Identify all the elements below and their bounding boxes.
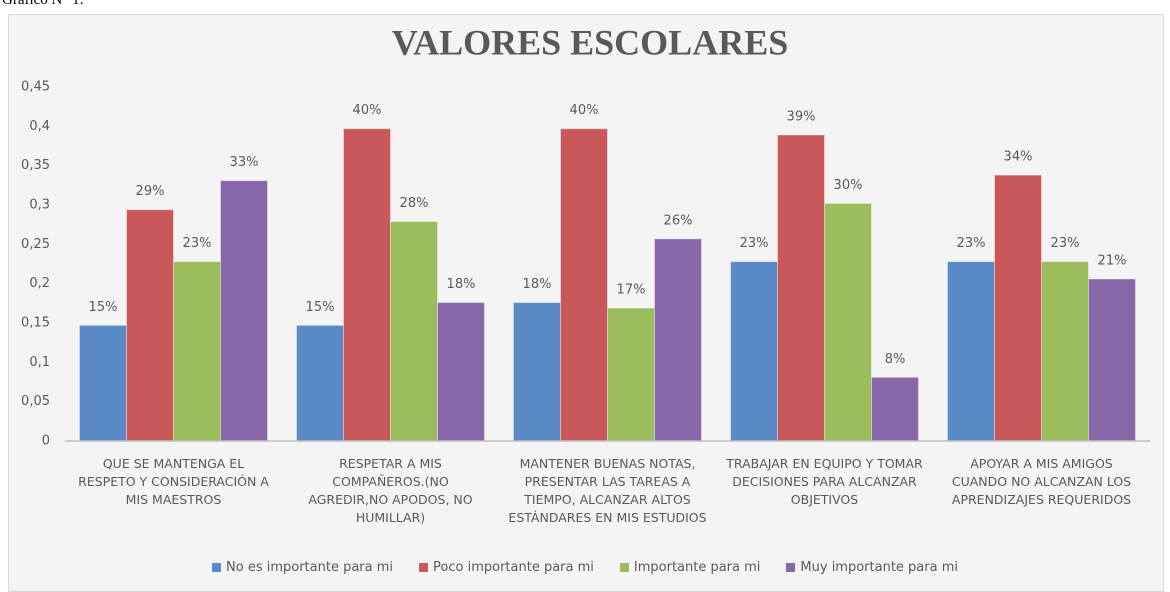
bar	[1041, 261, 1089, 442]
y-tick-label: 0	[42, 434, 50, 449]
value-label: 15%	[89, 300, 118, 315]
legend-item: Poco importante para mi	[419, 560, 594, 575]
legend-swatch	[786, 563, 796, 572]
value-label: 40%	[570, 103, 599, 118]
value-label: 23%	[957, 236, 986, 251]
y-tick-label: 0,4	[29, 119, 50, 134]
bar	[79, 324, 127, 442]
legend: No es importante para mi Poco importante …	[0, 560, 1170, 575]
value-label: 18%	[447, 277, 476, 292]
value-label: 29%	[136, 184, 165, 199]
caption: Gráfico N° 1:	[2, 0, 84, 8]
value-label: 21%	[1098, 253, 1127, 268]
legend-label: No es importante para mi	[226, 560, 394, 575]
value-label: 23%	[183, 236, 212, 251]
value-label: 28%	[400, 196, 429, 211]
legend-swatch	[212, 563, 222, 572]
x-tick-label: RESPETAR A MIS COMPAÑEROS.(NO AGREDIR,NO…	[308, 456, 473, 525]
bar	[513, 302, 561, 442]
legend-item: Muy importante para mi	[786, 560, 958, 575]
bar	[560, 128, 608, 442]
bar	[607, 307, 655, 442]
y-tick-label: 0,1	[29, 355, 50, 370]
bar	[1088, 278, 1136, 442]
bar	[871, 376, 919, 442]
value-label: 34%	[1004, 150, 1033, 165]
bar	[220, 180, 268, 442]
bar	[777, 134, 825, 442]
bar	[994, 174, 1042, 442]
value-label: 40%	[353, 103, 382, 118]
bar	[296, 324, 344, 442]
value-label: 23%	[740, 236, 769, 251]
value-label: 18%	[523, 277, 552, 292]
legend-swatch	[619, 563, 629, 572]
x-tick-label: QUE SE MANTENGA EL RESPETO Y CONSIDERACI…	[78, 456, 269, 507]
x-tick-label: MANTENER BUENAS NOTAS, PRESENTAR LAS TAR…	[508, 456, 707, 525]
legend-swatch	[419, 563, 429, 572]
value-label: 15%	[306, 300, 335, 315]
y-tick-label: 0,15	[21, 316, 50, 331]
x-tick-label: TRABAJAR EN EQUIPO Y TOMAR DECISIONES PA…	[726, 456, 923, 507]
legend-item: Importante para mi	[619, 560, 761, 575]
y-tick-label: 0,05	[21, 394, 50, 409]
legend-label: Importante para mi	[633, 560, 761, 575]
y-tick-label: 0,3	[29, 198, 50, 213]
value-label: 33%	[230, 155, 259, 170]
y-tick-label: 0,35	[21, 158, 50, 173]
y-tick-label: 0,2	[29, 276, 50, 291]
bar	[343, 128, 391, 442]
bar	[730, 261, 778, 442]
bar	[437, 302, 485, 442]
bar	[126, 209, 174, 442]
legend-label: Poco importante para mi	[433, 560, 594, 575]
bar	[947, 261, 995, 442]
legend-label: Muy importante para mi	[800, 560, 958, 575]
bar	[824, 202, 872, 442]
y-tick-label: 0,25	[21, 237, 50, 252]
bar	[654, 238, 702, 442]
legend-item: No es importante para mi	[212, 560, 393, 575]
chart-title: VALORES ESCOLARES	[392, 22, 788, 62]
x-tick-label: APOYAR A MIS AMIGOS CUANDO NO ALCANZAN L…	[951, 456, 1132, 507]
value-label: 17%	[617, 283, 646, 298]
value-label: 39%	[787, 109, 816, 124]
value-label: 23%	[1051, 236, 1080, 251]
y-tick-label: 0,45	[21, 80, 50, 95]
bar	[390, 221, 438, 442]
value-label: 8%	[885, 352, 906, 367]
value-label: 30%	[834, 178, 863, 193]
bar	[173, 261, 221, 442]
value-label: 26%	[664, 213, 693, 228]
